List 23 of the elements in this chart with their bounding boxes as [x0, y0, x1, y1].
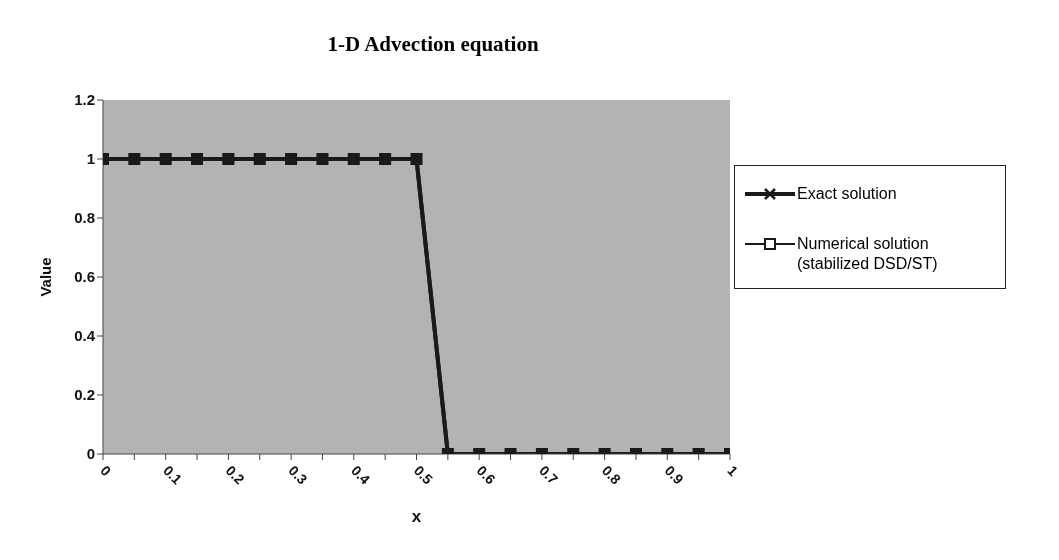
- x-tick-label: 0.7: [536, 462, 562, 488]
- legend-label: Numerical solution (stabilized DSD/ST): [797, 234, 939, 274]
- chart-title: 1-D Advection equation: [326, 32, 540, 57]
- y-tick-label: 0.2: [74, 386, 95, 404]
- x-tick-label: 0.6: [473, 462, 499, 488]
- x-tick-label: 0.3: [285, 462, 311, 488]
- x-tick-label: 0.4: [348, 462, 374, 488]
- x-axis-title: x: [411, 507, 422, 526]
- x-tick-label: 0.8: [598, 462, 625, 488]
- y-axis-title: Value: [37, 257, 55, 297]
- x-tick-label: 0.5: [410, 462, 437, 488]
- x-tick-label: 0.1: [160, 462, 186, 488]
- y-tick-label: 0.8: [74, 209, 95, 227]
- y-tick-label: 0.4: [74, 327, 96, 345]
- y-tick-label: 1.2: [74, 91, 95, 109]
- legend-label: Exact solution: [797, 184, 898, 204]
- y-tick-label: 0: [86, 445, 95, 463]
- x-tick-label: 0.9: [661, 462, 687, 488]
- x-tick-label: 0: [97, 462, 115, 480]
- y-tick-label: 0.6: [74, 268, 95, 286]
- x-tick-label: 0.2: [222, 462, 248, 488]
- x-tick-label: 1: [724, 462, 742, 480]
- y-tick-label: 1: [86, 150, 95, 168]
